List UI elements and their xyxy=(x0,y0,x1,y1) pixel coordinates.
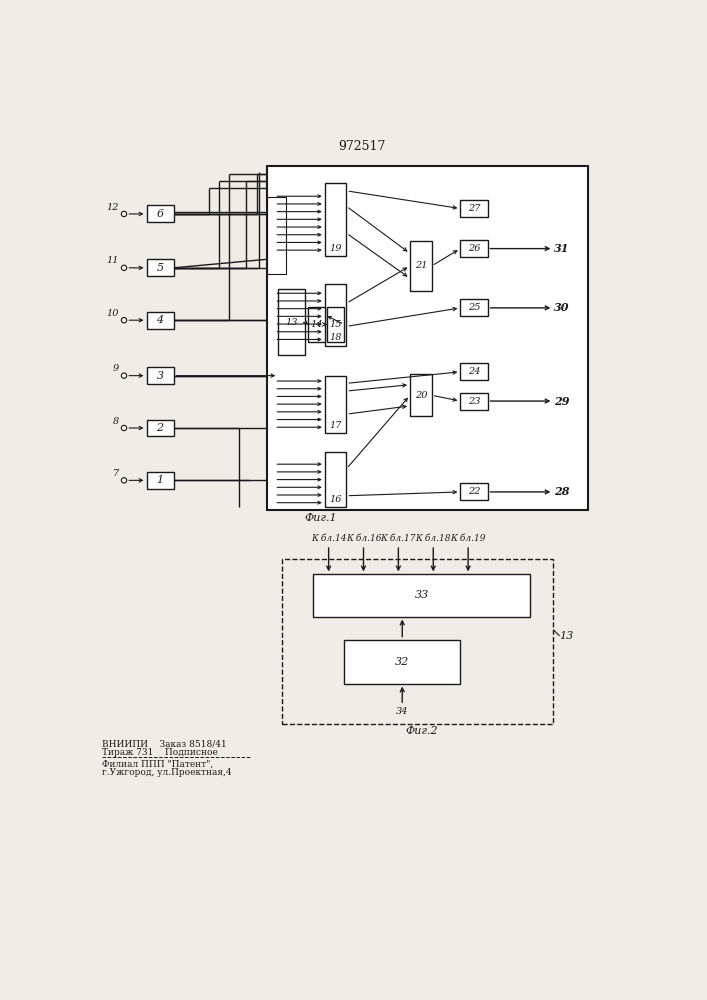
Text: Филиал ППП "Патент",: Филиал ППП "Патент", xyxy=(103,760,214,769)
Bar xyxy=(267,197,286,274)
Bar xyxy=(344,640,460,684)
Text: 4: 4 xyxy=(156,315,163,325)
Text: 33: 33 xyxy=(414,590,428,600)
Bar xyxy=(146,420,174,436)
Bar xyxy=(308,307,325,342)
Bar xyxy=(460,393,488,410)
Bar xyxy=(460,200,488,217)
Text: 13: 13 xyxy=(559,631,574,641)
Text: Тираж 731    Подписное: Тираж 731 Подписное xyxy=(103,748,218,757)
Bar xyxy=(146,259,174,276)
Text: 28: 28 xyxy=(554,486,570,497)
Text: 1: 1 xyxy=(156,475,163,485)
Text: 24: 24 xyxy=(468,367,480,376)
Bar xyxy=(325,284,346,346)
Text: 13: 13 xyxy=(286,318,298,327)
Text: г.Ужгород, ул.Проектная,4: г.Ужгород, ул.Проектная,4 xyxy=(103,768,232,777)
Text: 31: 31 xyxy=(554,243,570,254)
Bar xyxy=(460,240,488,257)
Text: К бл.16: К бл.16 xyxy=(346,534,381,543)
Text: 17: 17 xyxy=(329,421,342,430)
Bar xyxy=(325,183,346,256)
Text: К бл.14: К бл.14 xyxy=(311,534,346,543)
Text: 8: 8 xyxy=(113,417,119,426)
Text: 16: 16 xyxy=(329,495,342,504)
Text: 10: 10 xyxy=(106,309,119,318)
Bar xyxy=(460,363,488,380)
Text: 972517: 972517 xyxy=(338,140,385,153)
Text: 7: 7 xyxy=(113,469,119,478)
Bar xyxy=(282,559,554,724)
Text: 27: 27 xyxy=(468,204,480,213)
Text: 3: 3 xyxy=(156,371,163,381)
Text: 29: 29 xyxy=(554,396,570,407)
Bar xyxy=(146,367,174,384)
Text: 2: 2 xyxy=(156,423,163,433)
Text: 21: 21 xyxy=(414,261,427,270)
Text: 22: 22 xyxy=(468,487,480,496)
Text: 15: 15 xyxy=(329,320,342,329)
Text: 12: 12 xyxy=(106,203,119,212)
Text: 26: 26 xyxy=(468,244,480,253)
Bar xyxy=(325,376,346,433)
Bar xyxy=(327,307,344,342)
Text: 6: 6 xyxy=(156,209,163,219)
Text: 23: 23 xyxy=(468,397,480,406)
Text: 32: 32 xyxy=(395,657,409,667)
Text: 11: 11 xyxy=(106,256,119,265)
Text: К бл.17: К бл.17 xyxy=(380,534,416,543)
Bar xyxy=(267,166,588,510)
Text: К бл.19: К бл.19 xyxy=(450,534,486,543)
Bar xyxy=(410,374,432,416)
Bar xyxy=(146,205,174,222)
Text: 25: 25 xyxy=(468,303,480,312)
Text: ВНИИПИ    Заказ 8518/41: ВНИИПИ Заказ 8518/41 xyxy=(103,739,227,748)
Text: 19: 19 xyxy=(329,244,342,253)
Bar xyxy=(460,299,488,316)
Bar xyxy=(325,452,346,507)
Text: 20: 20 xyxy=(414,391,427,400)
Text: 30: 30 xyxy=(554,302,570,313)
Bar xyxy=(146,472,174,489)
Bar xyxy=(410,241,432,291)
Text: 18: 18 xyxy=(329,333,342,342)
Text: Фиг.2: Фиг.2 xyxy=(405,726,438,736)
Text: 9: 9 xyxy=(113,364,119,373)
Text: К бл.18: К бл.18 xyxy=(416,534,451,543)
Bar xyxy=(146,312,174,329)
Text: 34: 34 xyxy=(396,707,409,716)
Text: Фиг.1: Фиг.1 xyxy=(305,513,337,523)
Bar xyxy=(313,574,530,617)
Bar xyxy=(279,289,305,355)
Text: 14: 14 xyxy=(310,320,322,329)
Text: 5: 5 xyxy=(156,263,163,273)
Bar xyxy=(460,483,488,500)
